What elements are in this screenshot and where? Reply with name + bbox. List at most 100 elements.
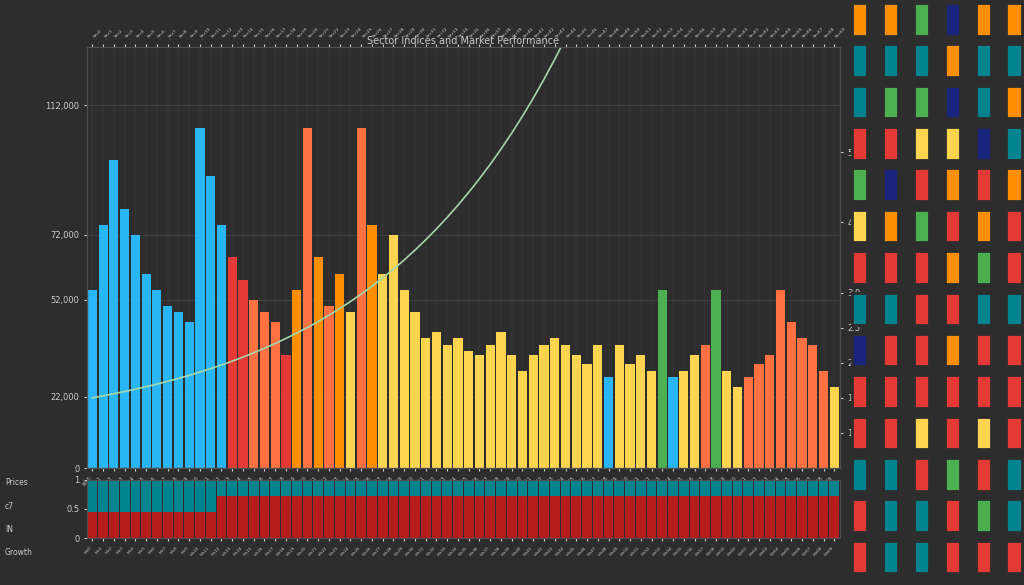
Bar bbox=[550, 496, 559, 538]
Bar bbox=[399, 480, 409, 496]
Bar bbox=[755, 496, 764, 538]
Bar bbox=[700, 345, 710, 468]
Bar bbox=[368, 225, 377, 468]
Bar bbox=[755, 480, 764, 496]
Bar bbox=[442, 480, 452, 496]
Bar bbox=[282, 496, 291, 538]
Bar bbox=[120, 512, 129, 538]
Bar bbox=[249, 300, 258, 468]
Bar bbox=[475, 496, 484, 538]
Bar bbox=[712, 480, 721, 496]
Bar bbox=[614, 480, 624, 496]
Bar bbox=[335, 274, 344, 468]
Bar bbox=[765, 480, 774, 496]
Bar bbox=[808, 496, 817, 538]
Bar bbox=[249, 480, 258, 496]
Bar bbox=[163, 306, 172, 468]
Bar bbox=[755, 364, 764, 468]
Bar bbox=[647, 480, 656, 496]
Bar bbox=[432, 480, 441, 496]
Bar bbox=[454, 496, 463, 538]
Bar bbox=[571, 496, 581, 538]
Bar bbox=[518, 480, 527, 496]
Bar bbox=[399, 496, 409, 538]
Bar bbox=[174, 312, 183, 468]
Bar bbox=[733, 387, 742, 468]
Bar bbox=[657, 496, 667, 538]
Bar bbox=[829, 496, 839, 538]
Bar bbox=[98, 512, 108, 538]
Bar bbox=[98, 225, 108, 468]
Bar bbox=[442, 345, 452, 468]
Bar bbox=[786, 480, 796, 496]
Bar bbox=[131, 512, 140, 538]
Bar bbox=[260, 480, 269, 496]
Bar bbox=[356, 496, 366, 538]
Bar bbox=[604, 496, 613, 538]
Bar bbox=[411, 312, 420, 468]
Bar bbox=[153, 512, 162, 538]
Bar bbox=[88, 480, 97, 512]
Bar bbox=[669, 480, 678, 496]
Bar bbox=[776, 480, 785, 496]
Bar bbox=[239, 480, 248, 496]
Bar bbox=[378, 274, 387, 468]
Bar bbox=[679, 480, 688, 496]
Bar bbox=[593, 496, 602, 538]
Bar bbox=[647, 371, 656, 468]
Bar bbox=[571, 480, 581, 496]
Bar bbox=[227, 480, 237, 496]
Bar bbox=[561, 496, 570, 538]
Bar bbox=[389, 496, 398, 538]
Bar bbox=[550, 338, 559, 468]
Bar bbox=[743, 480, 753, 496]
Bar bbox=[712, 496, 721, 538]
Bar bbox=[239, 280, 248, 468]
Bar bbox=[120, 480, 129, 512]
Bar bbox=[421, 338, 430, 468]
Bar bbox=[798, 496, 807, 538]
Bar bbox=[733, 496, 742, 538]
Text: IN: IN bbox=[5, 525, 13, 534]
Bar bbox=[819, 371, 828, 468]
Bar bbox=[528, 496, 538, 538]
Bar bbox=[626, 364, 635, 468]
Bar bbox=[808, 345, 817, 468]
Bar bbox=[808, 480, 817, 496]
Bar bbox=[313, 496, 323, 538]
Bar bbox=[593, 345, 602, 468]
Bar bbox=[829, 387, 839, 468]
Bar bbox=[786, 496, 796, 538]
Bar bbox=[378, 480, 387, 496]
Bar bbox=[389, 235, 398, 468]
Bar bbox=[690, 496, 699, 538]
Bar bbox=[335, 496, 344, 538]
Bar bbox=[131, 480, 140, 512]
Bar bbox=[325, 306, 334, 468]
Bar bbox=[464, 352, 473, 468]
Bar bbox=[528, 480, 538, 496]
Bar bbox=[454, 338, 463, 468]
Bar bbox=[497, 480, 506, 496]
Bar bbox=[346, 480, 355, 496]
Bar bbox=[163, 480, 172, 512]
Bar bbox=[421, 496, 430, 538]
Bar bbox=[313, 480, 323, 496]
Bar bbox=[636, 355, 645, 468]
Bar bbox=[528, 355, 538, 468]
Bar bbox=[540, 496, 549, 538]
Bar bbox=[540, 345, 549, 468]
Bar bbox=[583, 480, 592, 496]
Bar bbox=[776, 496, 785, 538]
Bar bbox=[335, 480, 344, 496]
Bar bbox=[356, 128, 366, 468]
Bar bbox=[249, 496, 258, 538]
Bar bbox=[679, 371, 688, 468]
Bar bbox=[110, 512, 119, 538]
Bar bbox=[292, 290, 301, 468]
Bar bbox=[217, 225, 226, 468]
Bar bbox=[282, 355, 291, 468]
Bar bbox=[153, 290, 162, 468]
Bar bbox=[442, 496, 452, 538]
Bar bbox=[184, 480, 194, 512]
